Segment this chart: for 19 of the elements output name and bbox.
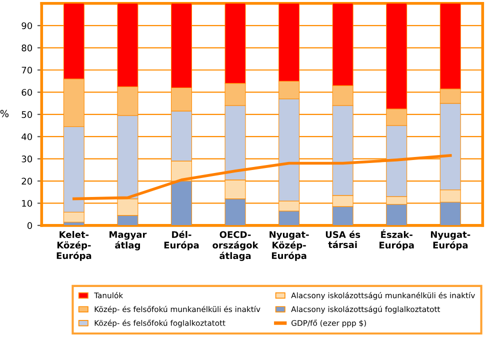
x-tick-label: Kelet- Közép- Európa [56, 230, 92, 261]
y-tick-label: 50 [22, 111, 32, 118]
y-tick-label: 20 [22, 178, 32, 185]
y-tick-label: 90 [22, 22, 32, 30]
y-axis-title: % [0, 110, 9, 118]
y-tick-label: 60 [22, 88, 32, 96]
x-tick-label: Magyar átlag [110, 231, 147, 250]
x-tick-label: USA és társai [326, 230, 360, 248]
y-tick-label: 10 [22, 200, 32, 207]
x-tick-label: OECD- országok átlaga [212, 231, 258, 261]
x-tick-label: Nyugat- Európa [430, 231, 470, 250]
y-tick-label: 70 [22, 66, 32, 74]
y-tick-label: 40 [22, 133, 32, 140]
x-tick-label: Dél- Európa [164, 230, 199, 250]
y-tick-label: 0 [27, 222, 32, 229]
y-tick-label: 80 [22, 44, 32, 52]
y-tick-label: 30 [22, 156, 32, 162]
x-tick-label: Észak- Európa [380, 230, 414, 250]
x-tick-label: Nyugat- Közép- Európa [270, 231, 309, 261]
